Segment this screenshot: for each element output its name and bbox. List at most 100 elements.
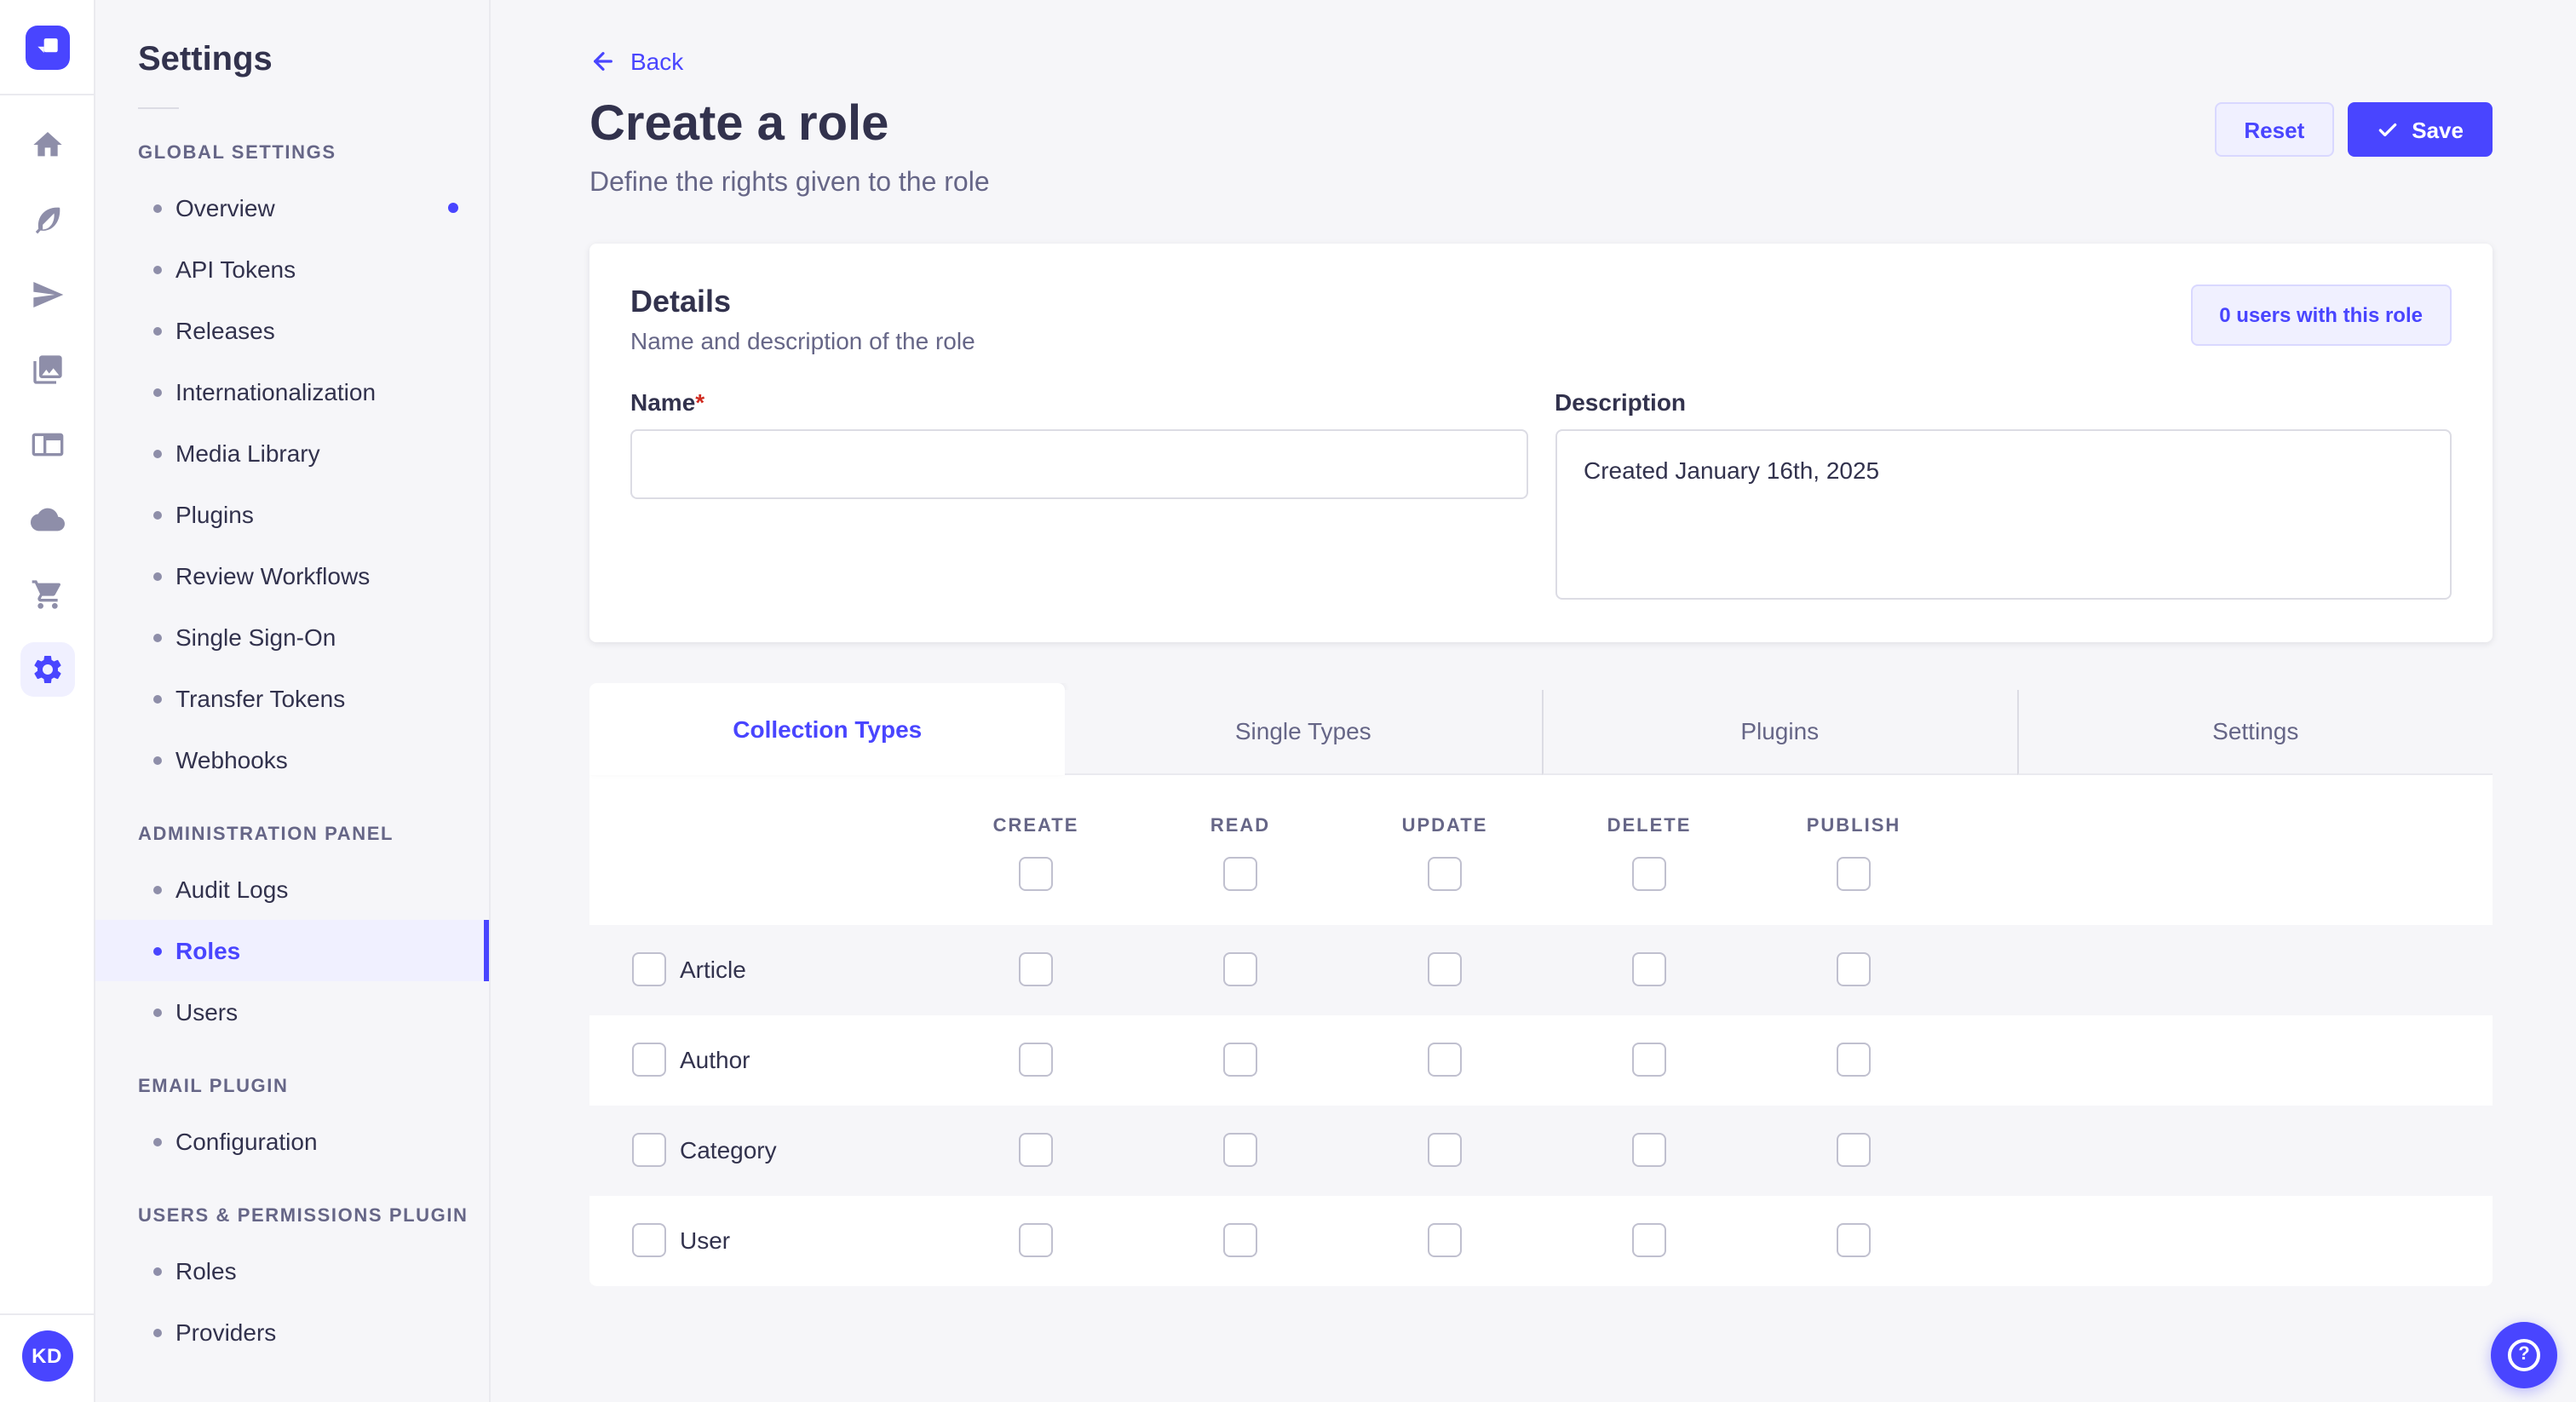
sidebar-item-roles-admin[interactable]: Roles — [95, 920, 489, 981]
sidebar-item-single-sign-on[interactable]: Single Sign-On — [95, 606, 489, 668]
sidebar-item-configuration[interactable]: Configuration — [95, 1111, 489, 1172]
media-library-icon[interactable] — [20, 342, 74, 397]
column-label-update: UPDATE — [1401, 815, 1488, 836]
article-create-checkbox[interactable] — [1019, 952, 1053, 987]
table-row-author: Author — [589, 1015, 2493, 1106]
sidebar-item-review-workflows[interactable]: Review Workflows — [95, 545, 489, 606]
section-users-permissions-plugin: USERS & PERMISSIONS PLUGIN — [138, 1206, 469, 1227]
user-publish-checkbox[interactable] — [1837, 1223, 1871, 1258]
category-update-checkbox[interactable] — [1428, 1133, 1462, 1168]
bullet-icon — [153, 1328, 162, 1336]
name-field-group: Name* — [630, 388, 1527, 608]
icon-rail: KD — [0, 0, 95, 1402]
sidebar-item-users[interactable]: Users — [95, 981, 489, 1043]
bullet-icon — [153, 204, 162, 212]
permissions-card: Collection Types Single Types Plugins Se… — [589, 682, 2493, 1286]
main-area: Back Create a role Define the rights giv… — [491, 0, 2576, 1402]
user-delete-checkbox[interactable] — [1632, 1223, 1666, 1258]
settings-gear-icon[interactable] — [20, 642, 74, 697]
sidebar-item-releases[interactable]: Releases — [95, 300, 489, 361]
bullet-icon — [153, 885, 162, 893]
sidebar-item-webhooks[interactable]: Webhooks — [95, 729, 489, 790]
bullet-icon — [153, 633, 162, 641]
bullet-icon — [153, 756, 162, 764]
row-select-checkbox[interactable] — [632, 1133, 666, 1168]
article-read-checkbox[interactable] — [1223, 952, 1257, 987]
author-publish-checkbox[interactable] — [1837, 1043, 1871, 1077]
select-all-read-checkbox[interactable] — [1223, 856, 1257, 891]
save-button[interactable]: Save — [2347, 102, 2493, 157]
select-all-update-checkbox[interactable] — [1428, 856, 1462, 891]
table-row-article: Article — [589, 924, 2493, 1015]
article-delete-checkbox[interactable] — [1632, 952, 1666, 987]
author-read-checkbox[interactable] — [1223, 1043, 1257, 1077]
sidebar-item-plugins[interactable]: Plugins — [95, 484, 489, 545]
article-update-checkbox[interactable] — [1428, 952, 1462, 987]
sidebar-item-roles-up[interactable]: Roles — [95, 1240, 489, 1301]
row-select-checkbox[interactable] — [632, 952, 666, 987]
user-read-checkbox[interactable] — [1223, 1223, 1257, 1258]
sidebar-item-internationalization[interactable]: Internationalization — [95, 361, 489, 422]
description-field-group: Description Created January 16th, 2025 — [1555, 388, 2452, 608]
users-with-role-button[interactable]: 0 users with this role — [2190, 284, 2452, 346]
category-publish-checkbox[interactable] — [1837, 1133, 1871, 1168]
select-all-create-checkbox[interactable] — [1019, 856, 1053, 891]
content-builder-feather-icon[interactable] — [20, 192, 74, 247]
bullet-icon — [153, 946, 162, 955]
author-create-checkbox[interactable] — [1019, 1043, 1053, 1077]
back-link[interactable]: Back — [589, 48, 683, 75]
notification-dot-icon — [448, 203, 458, 213]
sidebar-item-audit-logs[interactable]: Audit Logs — [95, 859, 489, 920]
tab-single-types[interactable]: Single Types — [1065, 689, 1541, 775]
user-avatar[interactable]: KD — [21, 1330, 72, 1382]
content-manager-layout-icon[interactable] — [20, 417, 74, 472]
table-row-user: User — [589, 1196, 2493, 1286]
bullet-icon — [153, 1008, 162, 1016]
sidebar-item-api-tokens[interactable]: API Tokens — [95, 238, 489, 300]
bullet-icon — [153, 510, 162, 519]
description-textarea[interactable]: Created January 16th, 2025 — [1555, 428, 2452, 600]
tab-collection-types[interactable]: Collection Types — [589, 682, 1066, 775]
select-all-delete-checkbox[interactable] — [1632, 856, 1666, 891]
select-all-publish-checkbox[interactable] — [1837, 856, 1871, 891]
sidebar-item-providers[interactable]: Providers — [95, 1301, 489, 1363]
header-actions: Reset Save — [2215, 102, 2493, 157]
name-input[interactable] — [630, 428, 1527, 499]
description-label: Description — [1555, 388, 1687, 416]
tab-plugins[interactable]: Plugins — [1541, 689, 2017, 775]
category-read-checkbox[interactable] — [1223, 1133, 1257, 1168]
bullet-icon — [153, 265, 162, 273]
section-email-plugin: EMAIL PLUGIN — [138, 1077, 289, 1097]
help-button[interactable]: ? — [2491, 1322, 2557, 1388]
tab-settings[interactable]: Settings — [2016, 689, 2493, 775]
marketplace-cart-icon[interactable] — [20, 567, 74, 622]
bullet-icon — [153, 388, 162, 396]
check-icon — [2378, 122, 2396, 136]
article-publish-checkbox[interactable] — [1837, 952, 1871, 987]
column-label-create: CREATE — [992, 815, 1079, 836]
author-delete-checkbox[interactable] — [1632, 1043, 1666, 1077]
category-delete-checkbox[interactable] — [1632, 1133, 1666, 1168]
cloud-icon[interactable] — [20, 492, 74, 547]
reset-button[interactable]: Reset — [2215, 102, 2334, 157]
author-update-checkbox[interactable] — [1428, 1043, 1462, 1077]
bullet-icon — [153, 694, 162, 703]
sidebar-item-media-library[interactable]: Media Library — [95, 422, 489, 484]
category-create-checkbox[interactable] — [1019, 1133, 1053, 1168]
help-question-icon: ? — [2508, 1339, 2540, 1371]
sidebar-item-overview[interactable]: Overview — [95, 177, 489, 238]
column-label-publish: PUBLISH — [1806, 815, 1901, 836]
row-select-checkbox[interactable] — [632, 1223, 666, 1258]
arrow-left-icon — [594, 52, 612, 71]
settings-sidebar: Settings GLOBAL SETTINGS Overview API To… — [95, 0, 491, 1402]
home-icon[interactable] — [20, 118, 74, 172]
row-label: Article — [680, 956, 746, 984]
releases-send-icon[interactable] — [20, 267, 74, 322]
sidebar-item-transfer-tokens[interactable]: Transfer Tokens — [95, 668, 489, 729]
user-update-checkbox[interactable] — [1428, 1223, 1462, 1258]
row-select-checkbox[interactable] — [632, 1043, 666, 1077]
strapi-logo[interactable] — [25, 25, 69, 69]
user-create-checkbox[interactable] — [1019, 1223, 1053, 1258]
logo-area — [0, 0, 94, 95]
name-label: Name* — [630, 388, 705, 416]
